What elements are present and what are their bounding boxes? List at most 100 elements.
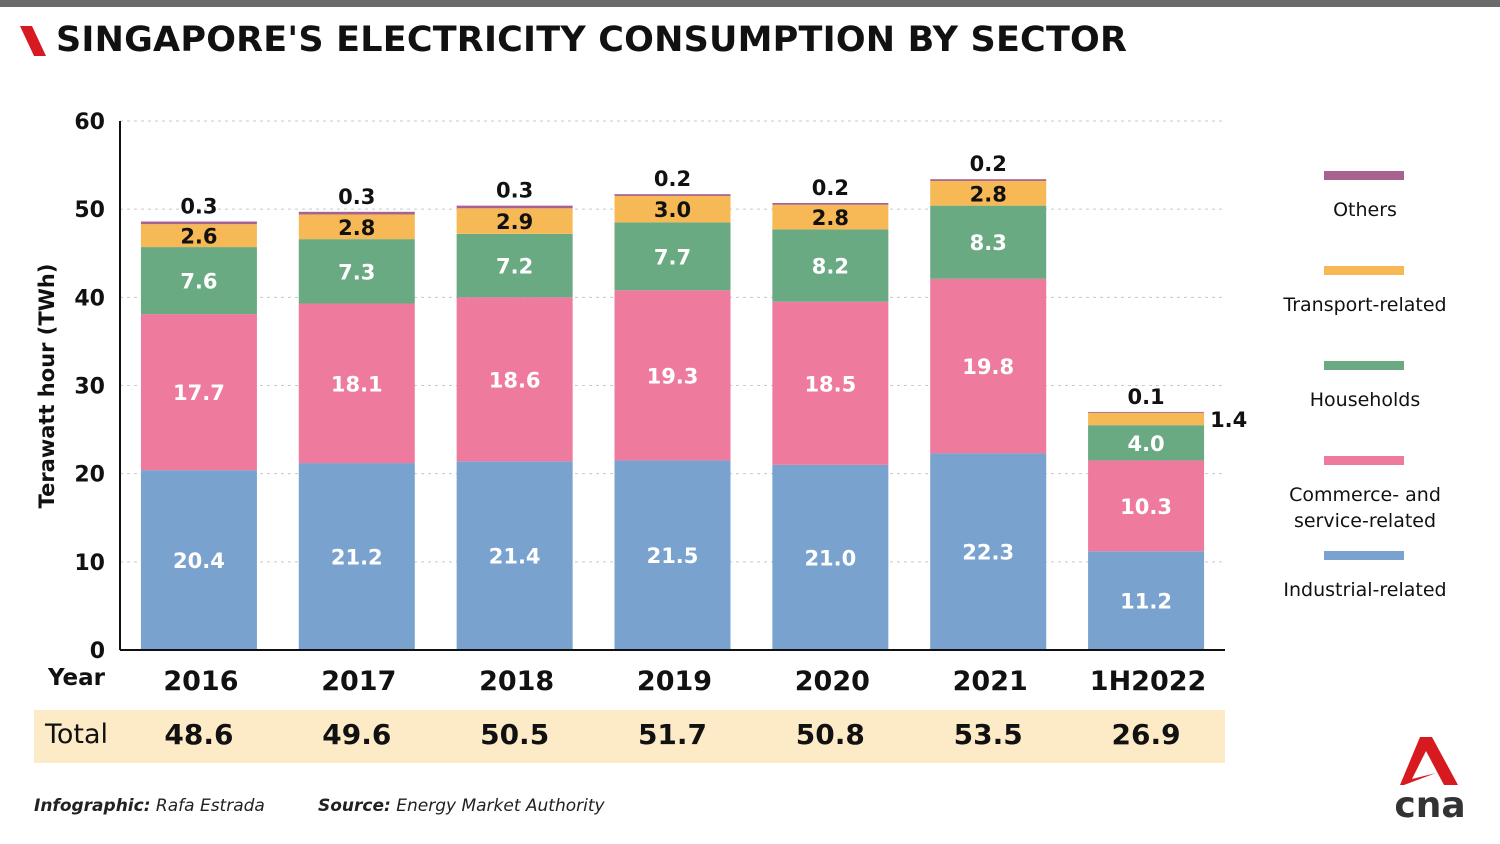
data-label: 17.7 bbox=[173, 381, 225, 405]
legend-label-industrial: Industrial-related bbox=[1283, 579, 1447, 601]
data-label: 20.4 bbox=[173, 549, 225, 573]
y-tick-label: 20 bbox=[74, 463, 105, 488]
bar-segment-transport-related bbox=[614, 195, 731, 223]
x-tick-label: 2017 bbox=[321, 666, 397, 697]
source-label: Source: bbox=[318, 796, 391, 816]
bar-segment-commerce-and-service-related bbox=[140, 314, 257, 471]
data-label: 21.2 bbox=[331, 546, 383, 570]
bar-segment-transport-related bbox=[1088, 412, 1205, 426]
bar-segment-households bbox=[456, 233, 573, 298]
credit-source: Source: Energy Market Authority bbox=[318, 796, 605, 816]
y-tick-label: 0 bbox=[90, 639, 105, 664]
data-label: 4.0 bbox=[1127, 432, 1164, 456]
data-label: 21.5 bbox=[647, 544, 699, 568]
total-value: 53.5 bbox=[953, 718, 1023, 751]
credit-infographic: Infographic: Rafa Estrada bbox=[34, 796, 265, 816]
total-value: 49.6 bbox=[322, 718, 392, 751]
data-label: 22.3 bbox=[962, 541, 1014, 565]
data-label: 21.4 bbox=[489, 545, 541, 569]
data-label: 2.8 bbox=[338, 216, 375, 240]
bar-segment-industrial-related bbox=[930, 453, 1047, 650]
data-label: 7.6 bbox=[180, 270, 217, 294]
data-label: 7.3 bbox=[338, 260, 375, 284]
bar-segment-others bbox=[298, 211, 415, 215]
bar-segment-transport-related bbox=[140, 224, 257, 248]
data-label: 19.8 bbox=[962, 355, 1014, 379]
x-tick-label: 2021 bbox=[952, 666, 1028, 697]
x-tick-label: 2016 bbox=[163, 666, 239, 697]
bar-segment-transport-related bbox=[930, 180, 1047, 206]
x-tick-label: 2020 bbox=[794, 666, 870, 697]
y-axis-label: Terawatt hour (TWh) bbox=[35, 263, 59, 509]
bar-segment-commerce-and-service-related bbox=[772, 301, 889, 465]
cna-logo: cna bbox=[1396, 737, 1466, 821]
bar-segment-transport-related bbox=[456, 208, 573, 234]
legend-label-transport: Transport-related bbox=[1283, 294, 1447, 316]
y-tick-label: 30 bbox=[74, 375, 105, 400]
legend-swatch-others bbox=[1324, 171, 1404, 180]
data-label: 19.3 bbox=[647, 364, 699, 388]
bar-segment-others bbox=[1088, 411, 1205, 413]
x-tick-label: 2019 bbox=[636, 666, 713, 697]
bar-segment-households bbox=[298, 239, 415, 304]
total-value: 50.5 bbox=[480, 718, 550, 751]
total-value: 50.8 bbox=[795, 718, 865, 751]
totals-band bbox=[34, 710, 1225, 763]
legend-label-households: Households bbox=[1309, 389, 1421, 411]
bar-segment-households bbox=[1088, 425, 1205, 461]
bar-segment-commerce-and-service-related bbox=[614, 290, 731, 461]
data-label: 0.2 bbox=[812, 176, 849, 200]
bar-segment-commerce-and-service-related bbox=[456, 297, 573, 462]
bar-segment-households bbox=[772, 229, 889, 302]
y-tick-label: 10 bbox=[74, 551, 105, 576]
data-label: 2.6 bbox=[180, 225, 217, 249]
data-label: 18.1 bbox=[331, 372, 383, 396]
data-label: 0.2 bbox=[970, 152, 1007, 176]
bar-segment-commerce-and-service-related bbox=[1088, 460, 1205, 552]
y-tick-label: 50 bbox=[74, 198, 105, 223]
data-label: 1.4 bbox=[1210, 408, 1247, 432]
bar-segment-others bbox=[772, 202, 889, 205]
title-accent-icon bbox=[20, 26, 46, 56]
bar-segment-households bbox=[614, 222, 731, 291]
totals-label: Total bbox=[45, 719, 109, 750]
bar-segment-industrial-related bbox=[456, 461, 573, 650]
data-label: 7.7 bbox=[654, 245, 691, 269]
total-value: 48.6 bbox=[164, 718, 234, 751]
chart-title: SINGAPORE'S ELECTRICITY CONSUMPTION BY S… bbox=[56, 20, 1128, 60]
bar-segment-industrial-related bbox=[1088, 551, 1205, 650]
x-tick-label: 1H2022 bbox=[1089, 666, 1207, 697]
data-label: 0.3 bbox=[180, 195, 217, 219]
data-label: 18.5 bbox=[804, 372, 856, 396]
total-value: 51.7 bbox=[637, 718, 708, 751]
logo-text: cna bbox=[1396, 785, 1466, 821]
bar-segment-industrial-related bbox=[298, 463, 415, 650]
bar-segment-transport-related bbox=[772, 204, 889, 230]
data-label: 0.2 bbox=[654, 167, 691, 191]
data-label: 8.3 bbox=[970, 231, 1007, 255]
total-value: 26.9 bbox=[1111, 718, 1181, 751]
data-label: 0.1 bbox=[1127, 385, 1164, 409]
data-label: 11.2 bbox=[1120, 590, 1172, 614]
data-label: 10.3 bbox=[1120, 495, 1172, 519]
bar-segment-industrial-related bbox=[614, 460, 731, 650]
data-label: 0.3 bbox=[338, 185, 375, 209]
legend-swatch-households bbox=[1324, 361, 1404, 370]
bar-segment-transport-related bbox=[298, 214, 415, 240]
source-value: Energy Market Authority bbox=[396, 796, 605, 816]
bar-segment-industrial-related bbox=[772, 464, 889, 650]
data-label: 8.2 bbox=[812, 255, 849, 279]
data-label: 0.3 bbox=[496, 179, 533, 203]
bar-segment-others bbox=[456, 205, 573, 209]
data-label: 2.8 bbox=[812, 206, 849, 230]
legend-label-commerce: Commerce- and service-related bbox=[1289, 484, 1441, 532]
legend-swatch-industrial bbox=[1324, 551, 1404, 560]
bar-segment-commerce-and-service-related bbox=[930, 278, 1047, 454]
bar-segment-others bbox=[930, 179, 1047, 181]
x-tick-label: 2018 bbox=[479, 666, 555, 697]
infographic-value: Rafa Estrada bbox=[155, 796, 265, 816]
data-label: 3.0 bbox=[654, 198, 691, 222]
data-label: 21.0 bbox=[804, 546, 856, 570]
legend-swatch-transport bbox=[1324, 266, 1404, 275]
